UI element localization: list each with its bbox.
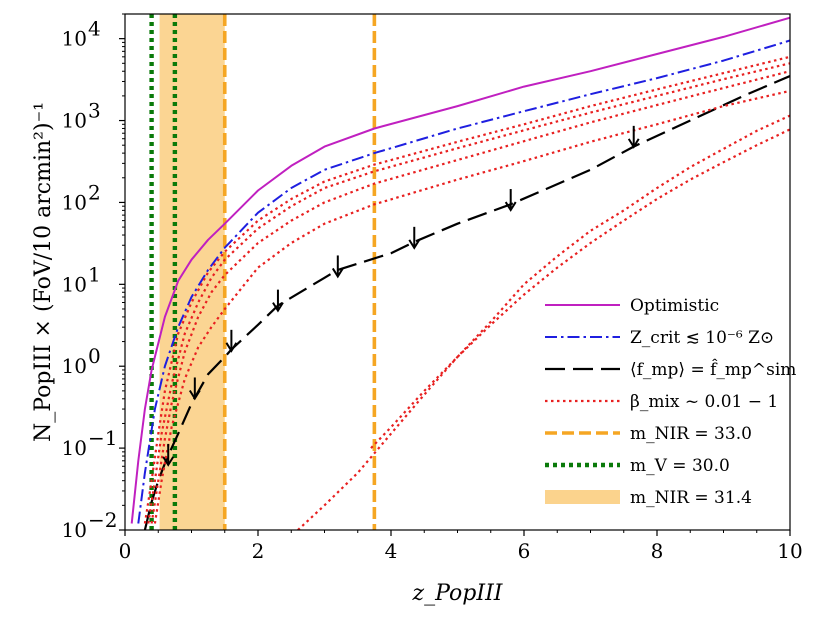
arrow-head [162,456,175,467]
arrow-head [408,239,421,250]
x-tick-label: 6 [518,539,531,563]
shaded-band-0 [159,14,225,530]
y-tick-label: 10 [62,272,87,296]
series-line-beta-4 [147,62,790,524]
legend-label: m_NIR = 31.4 [630,488,752,508]
series-lines [130,16,790,530]
axis-labels: z_PopIII N_PopIII × (FoV/10 arcmin²)⁻¹ [31,102,504,606]
legend-entry-beta: β_mix ~ 0.01 − 1 [545,392,778,412]
legend-label: m_V = 30.0 [630,456,730,476]
x-tick-label: 4 [385,539,398,563]
y-tick-exponent: 3 [88,99,101,123]
series-line-beta-3 [143,55,790,524]
arrow-head [225,342,238,353]
y-tick-exponent: 4 [88,17,101,41]
arrow-head [188,389,201,401]
upper-limit-arrow-4 [331,255,344,279]
legend-label: ⟨f_mp⟩ = f̂_mp^sim [630,359,796,380]
upper-limit-arrow-3 [272,289,284,313]
magnitude-limit-lines [149,14,377,530]
arrow-head [504,201,517,212]
legend-entry-fmp: ⟨f_mp⟩ = f̂_mp^sim [545,359,796,380]
upper-limit-arrow-7 [627,125,640,149]
upper-limit-arrow-2 [225,329,238,353]
x-tick-label: 8 [651,539,664,563]
x-tick-label: 2 [252,539,265,563]
legend-label: m_NIR = 33.0 [630,424,752,444]
y-tick-exponent: 2 [88,180,101,204]
series-line-beta-7 [297,114,790,530]
y-tick-label: 10 [62,354,87,378]
upper-limit-arrow-6 [504,189,517,212]
y-tick-label: 10 [62,27,87,51]
legend-swatch [545,490,620,504]
upper-limit-arrows [162,125,640,467]
legend-entry-mnir314: m_NIR = 31.4 [545,488,752,508]
upper-limit-arrow-1 [188,377,201,401]
legend-entry-mnir33: m_NIR = 33.0 [545,424,752,444]
y-tick-label: 10 [62,190,87,214]
series-line-optimistic-0 [130,16,790,524]
x-axis-label: z_PopIII [412,581,504,606]
upper-limit-arrow-5 [408,226,421,250]
legend-label: Z_crit ≲ 10⁻⁶ Z⊙ [630,328,774,348]
legend-entry-mv30: m_V = 30.0 [545,456,730,476]
legend-entry-optimistic: Optimistic [545,296,719,316]
legend-label: Optimistic [630,296,719,316]
arrow-head [272,302,284,313]
y-tick-label: 10 [62,518,87,542]
series-line-zcrit-1 [137,39,790,524]
shaded-bands [159,14,225,530]
y-tick-label: 10 [62,109,87,133]
arrow-head [627,138,640,149]
x-axis-ticks: 0 2 4 6 8 10 [119,530,803,563]
series-line-beta-5 [150,70,790,524]
y-tick-label: 10 [62,436,87,460]
y-tick-exponent: −1 [88,426,117,450]
upper-limit-arrow-0 [162,443,175,467]
legend: Optimistic Z_crit ≲ 10⁻⁶ Z⊙ ⟨f_mp⟩ = f̂_mp… [545,296,796,508]
legend-label: β_mix ~ 0.01 − 1 [630,392,778,412]
series-line-beta-8 [370,128,790,449]
y-tick-exponent: 1 [88,262,101,286]
y-tick-exponent: 0 [88,344,101,368]
y-axis-label: N_PopIII × (FoV/10 arcmin²)⁻¹ [31,102,56,442]
y-tick-exponent: −2 [88,508,117,532]
x-tick-label: 10 [777,539,802,563]
legend-entry-zcrit: Z_crit ≲ 10⁻⁶ Z⊙ [545,328,774,348]
x-tick-label: 0 [119,539,132,563]
arrow-head [331,267,344,279]
